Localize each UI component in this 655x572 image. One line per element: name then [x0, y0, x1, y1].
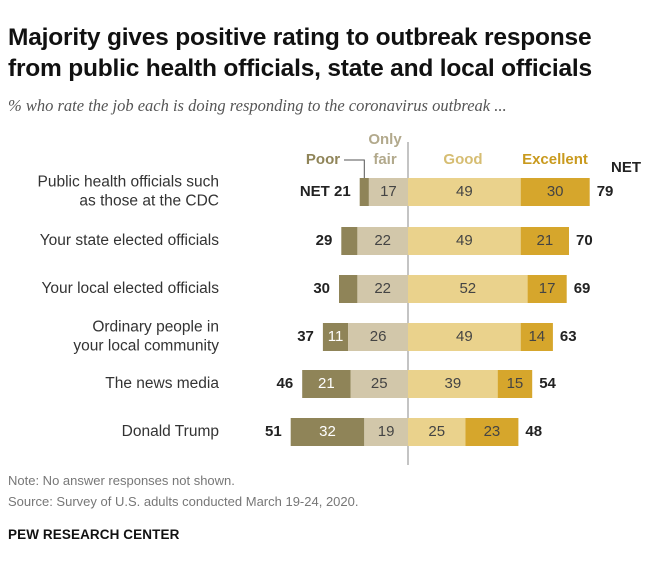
- bar-label-only-fair: 22: [374, 280, 391, 297]
- bar-only-fair: [357, 275, 408, 303]
- net-positive-label: 54: [539, 375, 556, 392]
- bar-poor: [359, 178, 369, 206]
- net-negative-label: 51: [265, 423, 282, 440]
- net-negative-label: 37: [297, 328, 314, 345]
- bar-label-excellent: 14: [528, 328, 545, 345]
- bar-only-fair: [357, 227, 408, 255]
- bar-label-good: 49: [456, 183, 473, 200]
- bar-excellent: [520, 323, 553, 351]
- bar-excellent: [465, 418, 519, 446]
- chart-note: Note: No answer responses not shown.: [8, 473, 235, 488]
- legend-poor: Poor: [306, 151, 340, 168]
- net-negative-label: NET 21: [300, 183, 351, 200]
- bar-good: [408, 178, 521, 206]
- net-positive-label: 69: [574, 280, 591, 297]
- bar-label-poor: 32: [319, 423, 336, 440]
- category-label: your local community: [73, 338, 219, 355]
- bar-excellent: [527, 275, 567, 303]
- chart-source: Source: Survey of U.S. adults conducted …: [8, 494, 359, 509]
- net-positive-label: 70: [576, 232, 593, 249]
- category-label: as those at the CDC: [79, 193, 219, 210]
- bar-label-only-fair: 17: [380, 183, 397, 200]
- net-negative-label: 46: [277, 375, 294, 392]
- net-positive-label: 79: [597, 183, 614, 200]
- bar-label-poor: 21: [318, 375, 335, 392]
- chart-title: Majority gives positive rating to outbre…: [8, 24, 592, 82]
- category-label: The news media: [105, 375, 219, 392]
- bar-label-only-fair: 22: [374, 232, 391, 249]
- bar-good: [408, 227, 521, 255]
- bar-label-good: 49: [456, 232, 473, 249]
- bar-label-only-fair: 26: [370, 328, 387, 345]
- bar-label-good: 25: [428, 423, 445, 440]
- net-negative-label: 29: [316, 232, 333, 249]
- bar-poor: [322, 323, 349, 351]
- bar-good: [408, 323, 521, 351]
- bar-label-excellent: 21: [537, 232, 554, 249]
- bar-label-excellent: 23: [484, 423, 501, 440]
- bar-poor: [302, 370, 351, 398]
- bar-only-fair: [348, 323, 408, 351]
- bar-label-good: 52: [459, 280, 476, 297]
- legend-only-fair-line2: fair: [373, 151, 397, 168]
- bar-label-only-fair: 19: [378, 423, 395, 440]
- bar-good: [408, 275, 528, 303]
- bar-label-only-fair: 25: [371, 375, 388, 392]
- bar-excellent: [497, 370, 533, 398]
- net-positive-label: 48: [525, 423, 542, 440]
- net-positive-label: 63: [560, 328, 577, 345]
- bar-good: [408, 370, 498, 398]
- bar-only-fair: [350, 370, 408, 398]
- legend-net: NET: [611, 159, 641, 176]
- pew-research-center-logo: PEW RESEARCH CENTER: [8, 527, 180, 542]
- bar-only-fair: [368, 178, 408, 206]
- bar-label-excellent: 17: [539, 280, 556, 297]
- bar-label-good: 49: [456, 328, 473, 345]
- bar-label-good: 39: [445, 375, 462, 392]
- category-label: Your state elected officials: [40, 232, 219, 249]
- bar-good: [408, 418, 466, 446]
- diverging-bar-chart: Poor Only fair Good Excellent NET Public healt…: [37, 131, 641, 465]
- bar-label-poor: 11: [328, 328, 344, 345]
- legend-poor-leader-line: [344, 159, 365, 178]
- legend-good: Good: [443, 151, 482, 168]
- category-label: Public health officials such: [37, 174, 219, 191]
- bar-poor: [341, 227, 358, 255]
- legend-only-fair-line1: Only: [368, 131, 402, 148]
- category-label: Your local elected officials: [41, 280, 219, 297]
- bar-poor: [339, 275, 358, 303]
- legend-excellent: Excellent: [522, 151, 588, 168]
- chart-subtitle: % who rate the job each is doing respond…: [8, 96, 507, 115]
- category-label: Donald Trump: [122, 423, 219, 440]
- category-label: Ordinary people in: [92, 319, 219, 336]
- bar-excellent: [520, 227, 569, 255]
- bar-excellent: [520, 178, 590, 206]
- bar-only-fair: [364, 418, 408, 446]
- bar-poor: [290, 418, 365, 446]
- bar-label-excellent: 30: [547, 183, 564, 200]
- net-negative-label: 30: [313, 280, 330, 297]
- bar-label-excellent: 15: [507, 375, 524, 392]
